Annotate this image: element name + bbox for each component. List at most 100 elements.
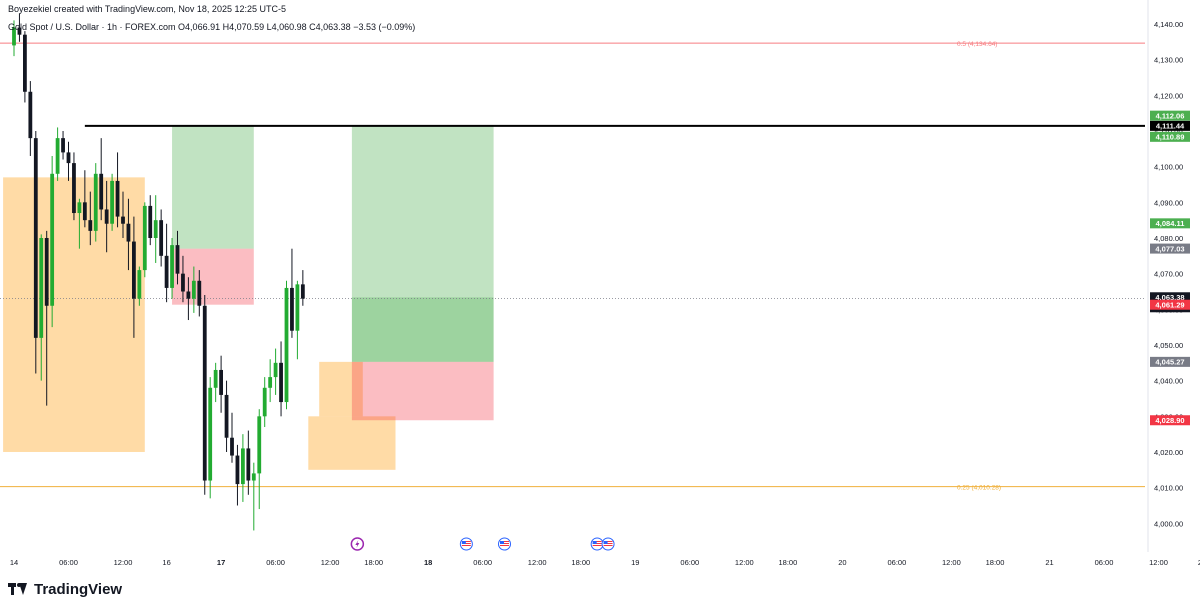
candle-body: [126, 223, 131, 242]
time-tick-label: 06:00: [59, 558, 78, 567]
price-tick-label: 4,020.00: [1154, 448, 1183, 457]
candle-body: [77, 202, 82, 214]
time-tick-label: 16: [162, 558, 170, 567]
candle-body: [164, 255, 169, 288]
candle-body: [66, 152, 71, 164]
candle: [88, 191, 93, 246]
candle: [191, 266, 196, 313]
candle-body: [115, 180, 120, 217]
candle-body: [33, 138, 38, 338]
time-tick-label: 14: [10, 558, 18, 567]
time-tick-label: 06:00: [266, 558, 285, 567]
tradingview-brand[interactable]: TradingView: [8, 581, 122, 598]
price-tick-label: 4,090.00: [1154, 198, 1183, 207]
symbol-ohlc-line[interactable]: Gold Spot / U.S. Dollar · 1h · FOREX.com…: [8, 22, 416, 32]
time-tick-label: 06:00: [888, 558, 907, 567]
candle-body: [82, 202, 87, 221]
candle-body: [93, 173, 98, 231]
candle: [202, 295, 207, 495]
price-tick-label: 4,010.00: [1154, 484, 1183, 493]
candle-body: [44, 237, 49, 306]
candle-body: [202, 305, 207, 481]
zone-orange-4: [319, 361, 363, 417]
price-label: 4,110.89: [1156, 133, 1185, 142]
price-tick-label: 4,130.00: [1154, 56, 1183, 65]
candle-body: [213, 369, 218, 388]
time-tick-label: 21: [1045, 558, 1053, 567]
flag-stripe: [603, 541, 613, 542]
candle: [170, 237, 174, 299]
price-axis[interactable]: 4,000.004,010.004,020.004,030.004,040.00…: [1147, 0, 1183, 552]
candle: [290, 248, 294, 338]
price-label: 4,077.03: [1155, 244, 1184, 253]
candle-body: [55, 138, 60, 174]
candle-body: [241, 448, 245, 485]
candle-body: [235, 455, 240, 485]
us-flag-event-icon[interactable]: [590, 537, 604, 551]
candle-body: [142, 205, 147, 271]
candle-body: [28, 91, 33, 139]
candle: [115, 152, 120, 228]
price-label-box: [1150, 356, 1190, 367]
candle: [208, 377, 213, 499]
flag-stripe: [461, 543, 471, 544]
flag-stripe: [500, 545, 509, 546]
candle-body: [186, 291, 191, 299]
candle-body: [148, 205, 153, 238]
candle-body: [251, 473, 256, 481]
price-label-box: [1150, 218, 1190, 229]
candle: [181, 255, 185, 303]
price-label-box: [1150, 243, 1190, 254]
flag-stripe: [461, 541, 471, 542]
candle: [273, 348, 278, 395]
candle: [230, 412, 234, 463]
candle: [251, 462, 256, 531]
candle: [219, 355, 223, 413]
flag-stripe: [592, 545, 602, 546]
us-flag-event-icon[interactable]: [498, 537, 511, 551]
time-tick-label: 06:00: [680, 558, 699, 567]
price-tick-label: 4,070.00: [1154, 270, 1183, 279]
time-tick-label: 18: [424, 558, 432, 567]
fib-level-label: 0.25 (4,010.28): [957, 485, 1001, 492]
candle-body: [88, 220, 93, 231]
flag-canton: [461, 541, 466, 544]
us-flag-event-icon[interactable]: [601, 537, 615, 551]
candle: [197, 270, 202, 317]
candle-body: [224, 394, 229, 438]
flash-event-icon[interactable]: [350, 537, 365, 551]
zone-profit-5: [351, 125, 494, 298]
candle: [28, 81, 33, 156]
us-flag-event-icon[interactable]: [459, 537, 473, 551]
candle: [142, 202, 147, 278]
price-label-box: [1150, 131, 1190, 142]
candle: [44, 230, 49, 406]
candle: [50, 155, 55, 328]
candle-body: [268, 377, 273, 388]
tradingview-logo-icon: [8, 582, 28, 597]
price-label: 4,045.27: [1155, 358, 1184, 367]
candle: [246, 430, 251, 495]
fib-level-label: 0.5 (4,134.64): [957, 41, 997, 48]
event-icons[interactable]: [350, 537, 615, 551]
price-tick-label: 4,100.00: [1154, 163, 1183, 172]
candle-body: [61, 138, 65, 153]
candle: [99, 138, 104, 221]
candle: [257, 409, 262, 510]
candle: [55, 127, 60, 181]
horizontal-lines: 0.5 (4,134.64) 0.25 (4,010.28): [0, 41, 1145, 492]
candle-body: [197, 280, 202, 306]
candle: [284, 280, 289, 410]
time-axis[interactable]: 14 06:00 12:00 16 17 06:00 12:00 18:00 18 06:00 12…: [10, 558, 1200, 567]
candle-body: [137, 270, 142, 299]
price-tick-label: 4,110.00: [1154, 127, 1183, 136]
zone-profit_dark-6: [351, 297, 494, 362]
candle-body: [300, 284, 305, 299]
candle: [33, 130, 38, 374]
time-tick-label: 23: [1198, 558, 1200, 567]
candle-body: [290, 287, 294, 331]
time-tick-label: 12:00: [1149, 558, 1168, 567]
candle-body: [99, 173, 104, 210]
candle-body: [295, 284, 300, 331]
